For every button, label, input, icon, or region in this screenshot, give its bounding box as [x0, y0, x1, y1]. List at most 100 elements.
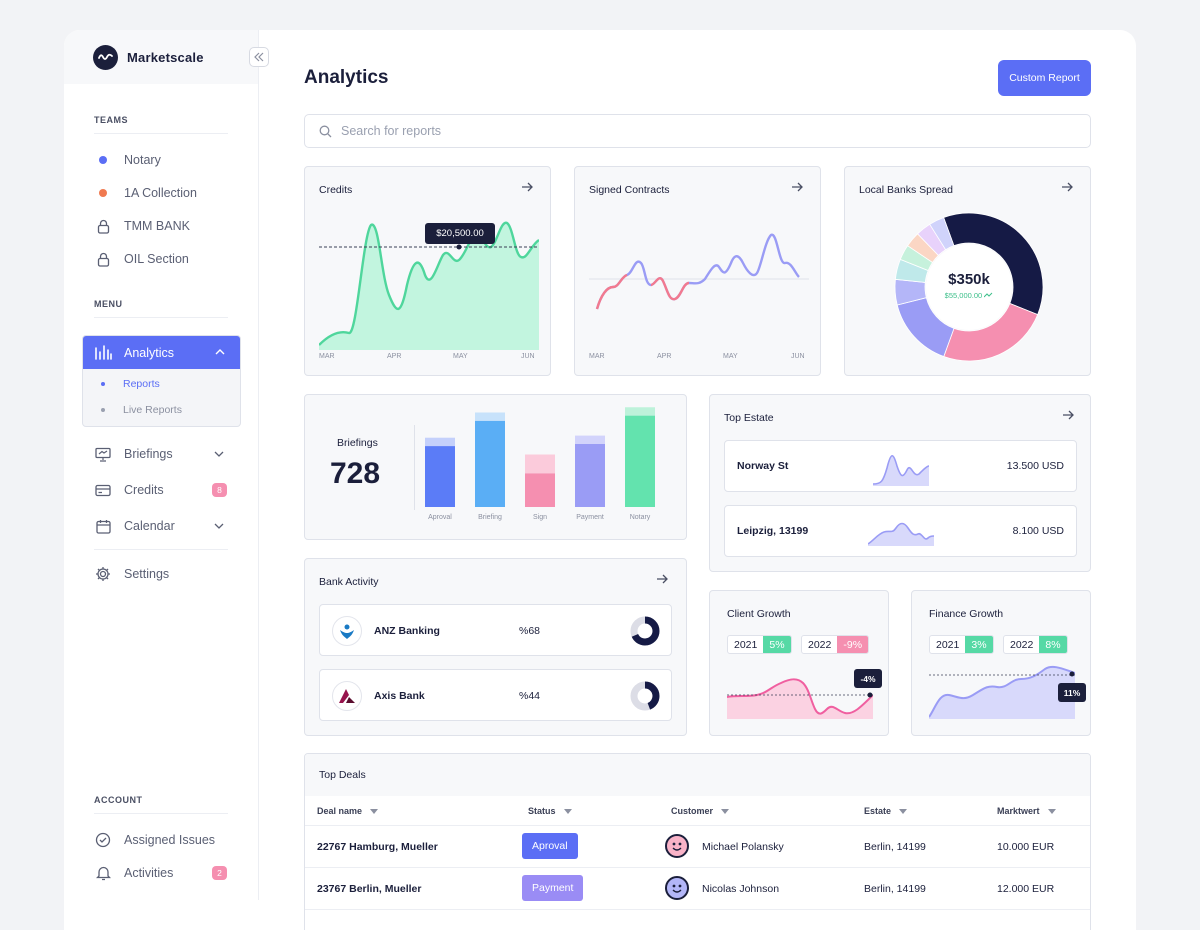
nav-item-credits[interactable]: Credits: [94, 480, 164, 500]
nav-item-settings[interactable]: Settings: [94, 564, 169, 584]
top-estate-card: Top Estate Norway St 13.500 USD Leipzig,…: [709, 394, 1091, 572]
bank-percent: %44: [519, 690, 541, 702]
column-header-marktwert[interactable]: Marktwert: [997, 806, 1056, 816]
column-header-status[interactable]: Status: [528, 806, 572, 816]
nav-label: Credits: [124, 483, 164, 497]
avatar: [665, 834, 689, 858]
gear-icon: [96, 567, 110, 581]
nav-item-briefings[interactable]: Briefings: [94, 444, 173, 464]
team-item-1a-collection[interactable]: 1A Collection: [94, 183, 197, 203]
column-header-customer[interactable]: Customer: [671, 806, 730, 816]
estate-value: 13.500 USD: [1006, 460, 1064, 472]
credits-count-badge: 8: [212, 483, 227, 497]
year-label: 2021: [734, 638, 758, 651]
divider: [94, 549, 228, 550]
x-tick: MAR: [589, 353, 605, 360]
sort-caret-icon: [899, 809, 908, 815]
chevron-down-icon[interactable]: [214, 523, 224, 530]
team-item-notary[interactable]: Notary: [94, 150, 161, 170]
bank-row[interactable]: Axis Bank %44: [319, 669, 672, 721]
bar-briefing: [475, 420, 505, 507]
card-title: Finance Growth: [929, 608, 1004, 620]
card-title: Signed Contracts: [589, 184, 670, 196]
team-item-tmm-bank[interactable]: TMM BANK: [94, 216, 190, 236]
teams-section-title: TEAMS: [94, 115, 228, 134]
search-bar[interactable]: [304, 114, 1091, 148]
column-header-estate[interactable]: Estate: [864, 806, 908, 816]
axis-bank-logo-icon: [332, 681, 362, 711]
account-section-title: ACCOUNT: [94, 795, 228, 814]
lock-icon: [97, 219, 109, 234]
logo-row: Marketscale: [64, 30, 258, 84]
bar-label: Aproval: [428, 514, 452, 521]
marktwert-cell: 10.000 EUR: [997, 841, 1055, 853]
estate-row[interactable]: Norway St 13.500 USD: [724, 440, 1077, 492]
x-tick: APR: [387, 353, 402, 360]
status-badge[interactable]: Payment: [522, 875, 584, 901]
card-title: Client Growth: [727, 608, 791, 620]
donut-total: $350k: [948, 271, 990, 288]
credits-tooltip: $20,500.00: [425, 223, 495, 244]
app-name: Marketscale: [127, 49, 204, 65]
year-chip: 2022 -9%: [801, 635, 870, 654]
estate-row[interactable]: Leipzig, 13199 8.100 USD: [724, 505, 1077, 557]
growth-value: 8%: [1039, 636, 1067, 653]
briefings-value: 728: [330, 457, 381, 490]
trend-up-icon: [983, 292, 993, 298]
donut-slice-8: [929, 216, 955, 251]
team-item-oil-section[interactable]: OIL Section: [94, 249, 189, 269]
arrow-right-icon[interactable]: [1061, 181, 1073, 193]
chevron-down-icon[interactable]: [214, 451, 224, 458]
bar-label: Notary: [630, 514, 651, 521]
team-label: Notary: [124, 153, 161, 167]
table-row[interactable]: 23767 Berlin, Mueller Payment Nicolas Jo…: [305, 868, 1090, 910]
arrow-right-icon[interactable]: [656, 573, 668, 585]
avatar: [665, 876, 689, 900]
nav-label: Assigned Issues: [124, 833, 216, 847]
presentation-icon: [95, 447, 111, 462]
nav-item-analytics[interactable]: Analytics: [83, 336, 240, 369]
table-row[interactable]: 22767 Hamburg, Mueller Aproval Michael P…: [305, 826, 1090, 868]
search-input[interactable]: [341, 124, 1041, 138]
team-label: 1A Collection: [124, 186, 197, 200]
marktwert-cell: 12.000 EUR: [997, 883, 1055, 895]
banks-donut-chart: [894, 212, 1044, 362]
nav-item-assigned-issues[interactable]: Assigned Issues: [94, 830, 215, 850]
subnav-live-reports[interactable]: Live Reports: [83, 397, 240, 423]
nav-item-calendar[interactable]: Calendar: [94, 516, 175, 536]
year-label: 2021: [936, 638, 960, 651]
growth-value: 3%: [965, 636, 993, 653]
donut-hole: [926, 244, 1012, 330]
estate-cell: Berlin, 14199: [864, 883, 926, 895]
lock-icon: [97, 252, 109, 267]
bar-cap-aproval: [425, 437, 455, 447]
custom-report-button[interactable]: Custom Report: [998, 60, 1091, 96]
arrow-right-icon[interactable]: [521, 181, 533, 193]
arrow-right-icon[interactable]: [791, 181, 803, 193]
collapse-sidebar-button[interactable]: [249, 47, 269, 67]
bank-progress-ring: [630, 616, 660, 646]
bank-name: Axis Bank: [374, 690, 425, 702]
bank-row[interactable]: ANZ Banking %68: [319, 604, 672, 656]
arrow-right-icon[interactable]: [1062, 409, 1074, 421]
calendar-icon: [95, 519, 111, 534]
customer-name: Michael Polansky: [702, 841, 784, 853]
status-badge[interactable]: Aproval: [522, 833, 578, 859]
card-title: Credits: [319, 184, 353, 196]
page-title: Analytics: [304, 67, 389, 88]
year-label: 2022: [1010, 638, 1034, 651]
chevron-up-icon: [215, 349, 225, 355]
nav-label: Calendar: [124, 519, 175, 533]
finance-growth-tag: 11%: [1058, 683, 1086, 702]
column-header-deal-name[interactable]: Deal name: [317, 806, 379, 816]
team-label: TMM BANK: [124, 219, 190, 233]
sort-caret-icon: [370, 809, 379, 815]
subnav-label: Reports: [123, 378, 160, 390]
activities-count-badge: 2: [212, 866, 227, 880]
subnav-reports[interactable]: Reports: [83, 371, 240, 397]
bar-label: Briefing: [478, 514, 502, 521]
nav-item-activities[interactable]: Activities: [94, 863, 173, 883]
bar-cap-payment: [575, 435, 605, 444]
bar-aproval: [425, 446, 455, 507]
credits-area-chart: [319, 221, 539, 350]
